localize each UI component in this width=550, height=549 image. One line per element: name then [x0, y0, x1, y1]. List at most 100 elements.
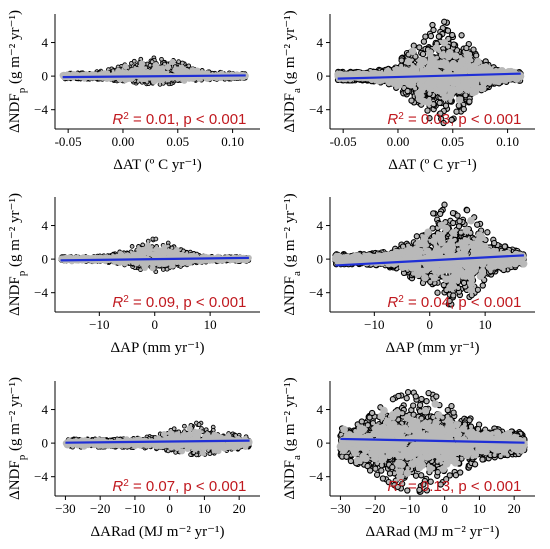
scatter-point	[398, 57, 405, 64]
scatter-point-core	[453, 67, 462, 75]
point-cloud	[59, 55, 249, 87]
scatter-point-core	[426, 49, 434, 57]
scatter-point	[424, 107, 431, 114]
y-axis-title-0: ΔNDFp (g m⁻² yr⁻¹)	[7, 10, 28, 133]
y-tick-label: 4	[42, 35, 49, 50]
scatter-point	[462, 92, 469, 99]
scatter-point	[436, 99, 443, 107]
scatter-point-core	[455, 86, 464, 94]
r-squared-annotation: R2 = 0.01, p < 0.001	[112, 111, 246, 129]
scatter-point-core	[455, 96, 464, 104]
scatter-point	[176, 59, 181, 64]
scatter-point	[138, 267, 143, 273]
scatter-point	[427, 32, 435, 40]
scatter-point-core	[189, 69, 196, 76]
scatter-point-core	[122, 63, 129, 70]
scatter-point-core	[465, 77, 474, 86]
scatter-point-core	[418, 75, 426, 84]
scatter-point-core	[451, 52, 460, 60]
scatter-point-core	[408, 80, 417, 89]
scatter-point	[466, 98, 473, 105]
scatter-point-core	[401, 66, 410, 75]
scatter-point-core	[516, 73, 525, 81]
scatter-point-core	[432, 44, 441, 52]
x-tick-label: 0.00	[387, 134, 410, 149]
scatter-point	[453, 108, 460, 115]
scatter-point	[404, 87, 411, 95]
scatter-point	[437, 110, 444, 117]
y-axis-title-1: ΔNDFa (g m⁻² yr⁻¹)	[282, 10, 303, 132]
scatter-point-core	[161, 244, 168, 251]
scatter-point-core	[424, 98, 433, 106]
scatter-point	[129, 244, 135, 249]
scatter-point-core	[172, 66, 179, 74]
scatter-point	[449, 31, 456, 39]
scatter-point-core	[436, 87, 444, 95]
scatter-point	[160, 267, 166, 272]
y-tick-label: 4	[317, 35, 324, 50]
scatter-point	[460, 106, 467, 113]
scatter-point-core	[464, 53, 473, 61]
scatter-point	[180, 60, 185, 66]
scatter-point	[441, 18, 448, 25]
scatter-point-core	[481, 74, 490, 82]
scatter-point-core	[476, 65, 485, 73]
scatter-point-core	[426, 76, 434, 85]
scatter-point	[164, 266, 170, 272]
scatter-point	[419, 50, 427, 58]
scatter-point	[147, 62, 153, 68]
scatter-point-core	[169, 59, 176, 66]
scatter-point	[408, 97, 415, 104]
scatter-point	[159, 56, 164, 62]
x-axis-title: ΔAT (º C yr⁻¹)	[388, 157, 477, 173]
scatter-point-core	[459, 67, 468, 75]
scatter-point-core	[164, 63, 172, 71]
point-cloud	[334, 18, 525, 127]
r-squared-annotation: R2 = 0.03, p < 0.001	[387, 111, 521, 129]
y-tick-label: −4	[309, 102, 323, 117]
scatter-point-core	[484, 64, 492, 72]
x-tick-label: 0.00	[112, 134, 135, 149]
x-tick-label: 0.10	[496, 134, 519, 149]
scatter-point	[430, 26, 437, 34]
scatter-point-core	[504, 73, 513, 82]
scatter-point	[450, 41, 457, 48]
scatter-point	[435, 33, 443, 40]
scatter-point	[422, 33, 429, 40]
scatter-point	[444, 27, 452, 34]
scatter-point-core	[416, 61, 425, 69]
scatter-point-core	[417, 86, 426, 95]
scatter-point	[448, 116, 455, 124]
x-tick-label: -0.05	[55, 134, 82, 149]
scatter-point-core	[166, 248, 173, 255]
scatter-point	[426, 115, 433, 122]
scatter-point	[442, 102, 450, 109]
scatter-point-core	[449, 59, 458, 68]
scatter-point	[470, 46, 477, 53]
scatter-point	[440, 119, 447, 127]
scatter-point	[420, 38, 428, 45]
scatter-point-core	[446, 49, 454, 57]
scatter-point-core	[385, 78, 393, 86]
x-tick-label: 0.05	[166, 134, 189, 149]
scatter-point	[149, 59, 155, 65]
scatter-point-core	[151, 78, 158, 85]
scatter-point	[186, 63, 192, 69]
scatter-point-core	[474, 57, 482, 66]
scatter-point-core	[438, 51, 447, 59]
scatter-point-core	[441, 93, 450, 102]
scatter-point	[463, 44, 470, 52]
scatter-point	[473, 52, 480, 59]
scatter-point-core	[440, 39, 449, 47]
scatter-point	[429, 21, 436, 29]
scatter-point-core	[408, 47, 417, 56]
scatter-point-core	[138, 63, 145, 70]
y-tick-label: 0	[42, 69, 49, 84]
scatter-point	[153, 236, 159, 242]
fit-line	[62, 74, 246, 79]
y-tick-label: 0	[317, 69, 324, 84]
scatter-point-core	[479, 84, 487, 92]
